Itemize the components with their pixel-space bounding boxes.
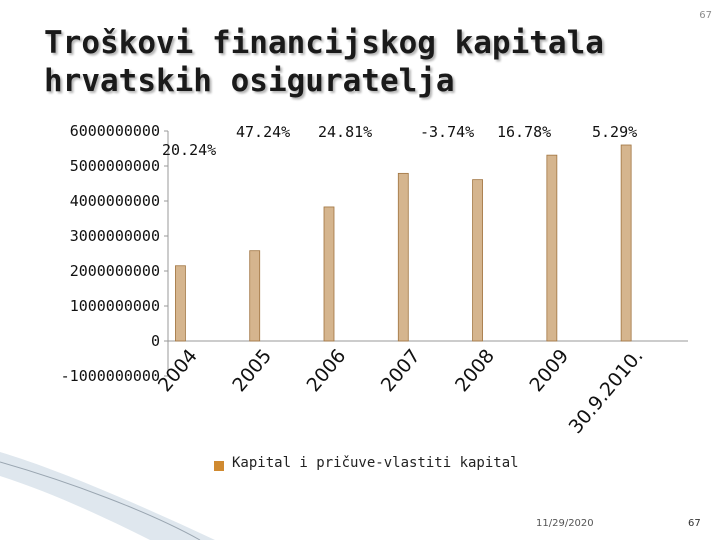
slide-title: Troškovi financijskog kapitala hrvatskih… <box>44 24 604 100</box>
y-tick-label: 2000000000 <box>70 262 160 280</box>
bar <box>323 206 335 342</box>
bar <box>546 154 558 342</box>
bar <box>472 179 483 342</box>
y-tick-label: 1000000000 <box>70 297 160 315</box>
x-tick-label: 2005 <box>228 345 276 396</box>
y-tick-label: 3000000000 <box>70 227 160 245</box>
bar <box>397 172 409 342</box>
slide-title-line-1: Troškovi financijskog kapitala <box>44 25 604 61</box>
x-tick-label: 2007 <box>377 345 425 396</box>
footer-page-number: 67 <box>688 518 701 529</box>
growth-label: 24.81% <box>318 123 372 141</box>
legend-swatch <box>214 460 224 471</box>
growth-label: -3.74% <box>420 123 474 141</box>
slide-title-line-2: hrvatskih osiguratelja <box>44 63 455 99</box>
growth-label: 5.29% <box>592 123 637 141</box>
legend-label: Kapital i pričuve-vlastiti kapital <box>232 455 519 471</box>
y-tick-label: 6000000000 <box>70 122 160 140</box>
y-tick-label: 0 <box>151 332 160 350</box>
y-tick-label: 4000000000 <box>70 192 160 210</box>
legend: Kapital i pričuve-vlastiti kapital <box>214 455 519 471</box>
x-tick-label: 2004 <box>154 345 202 396</box>
growth-label: 47.24% <box>236 123 290 141</box>
x-tick-label: 30.9.2010. <box>565 345 648 438</box>
decorative-swoosh <box>0 452 215 540</box>
x-tick-label: 2009 <box>525 345 573 396</box>
bar <box>249 250 261 342</box>
decorative-swoosh-line <box>0 461 201 540</box>
page-number-top: 67 <box>699 10 712 21</box>
growth-label: 20.24% <box>162 141 216 159</box>
x-tick-label: 2006 <box>302 345 350 396</box>
bar <box>620 144 632 342</box>
bar <box>175 265 186 342</box>
y-tick-label: -1000000000 <box>61 367 160 385</box>
footer-date: 11/29/2020 <box>536 518 594 529</box>
y-tick-label: 5000000000 <box>70 157 160 175</box>
growth-label: 16.78% <box>497 123 551 141</box>
x-tick-label: 2008 <box>451 345 499 396</box>
